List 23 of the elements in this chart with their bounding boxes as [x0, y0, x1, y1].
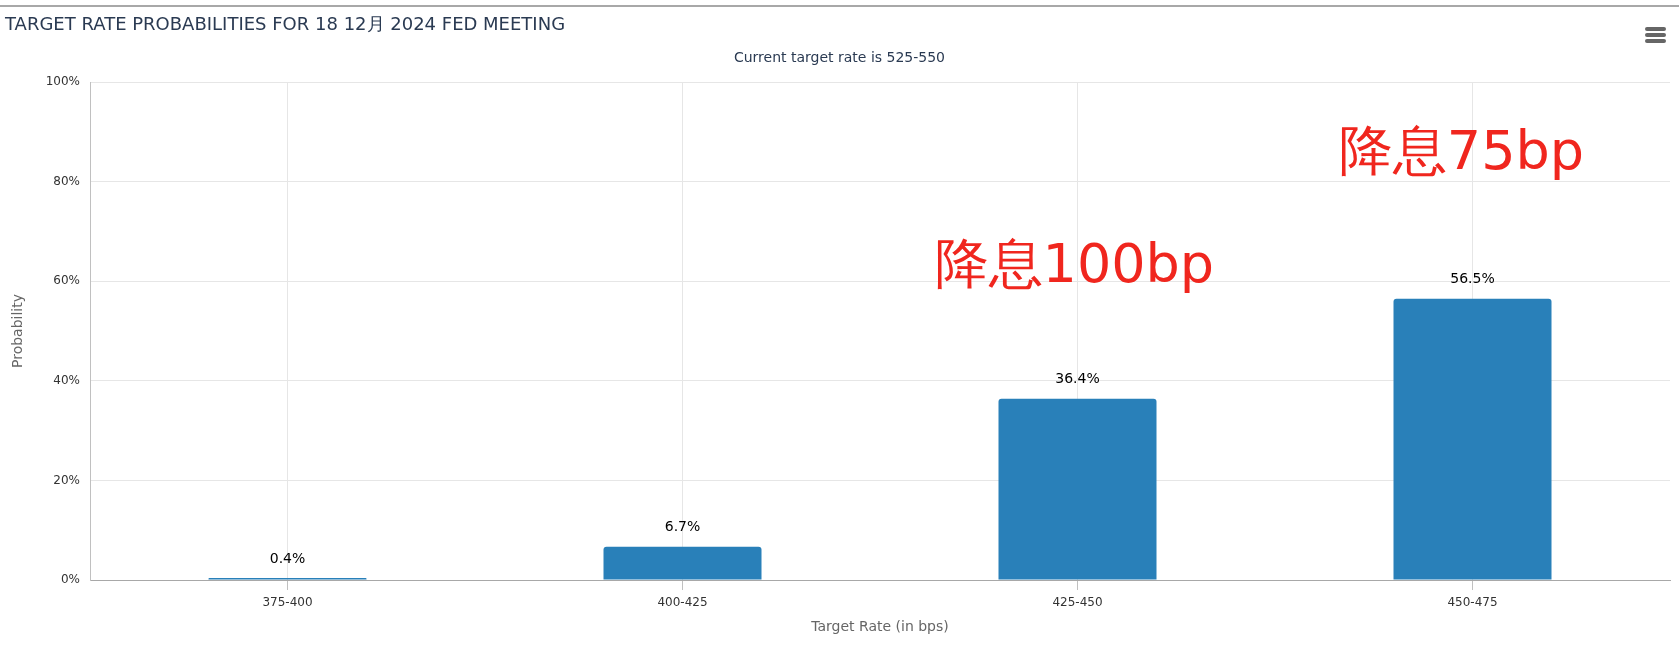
- x-tick-label: 450-475: [1447, 595, 1498, 610]
- y-axis-title: Probability: [9, 293, 26, 369]
- y-tick-label: 40%: [53, 372, 80, 387]
- data-label: 56.5%: [1450, 270, 1495, 287]
- y-tick-label: 20%: [53, 472, 80, 487]
- y-tick-label: 0%: [60, 572, 80, 587]
- data-label: 0.4%: [269, 549, 306, 566]
- data-label: 6.7%: [664, 518, 701, 535]
- annotation: 降息100bp: [934, 231, 1215, 295]
- x-tick-label: 425-450: [1052, 595, 1103, 610]
- y-tick-label: 80%: [53, 173, 80, 188]
- bar: [603, 546, 762, 580]
- bar: [998, 398, 1157, 580]
- bar: [1393, 298, 1552, 580]
- chart-subtitle: Current target rate is 525-550: [732, 48, 947, 66]
- x-tick-label: 400-425: [657, 595, 708, 610]
- y-tick-label: 100%: [45, 74, 80, 89]
- y-tick-label: 60%: [53, 273, 80, 288]
- x-tick-label: 375-400: [262, 595, 313, 610]
- annotation: 降息75bp: [1338, 119, 1585, 183]
- x-axis-title: Target Rate (in bps): [810, 618, 949, 635]
- data-label: 36.4%: [1055, 370, 1100, 387]
- chart-title: TARGET RATE PROBABILITIES FOR 18 12月 2024 FED MEETING: [5, 13, 566, 35]
